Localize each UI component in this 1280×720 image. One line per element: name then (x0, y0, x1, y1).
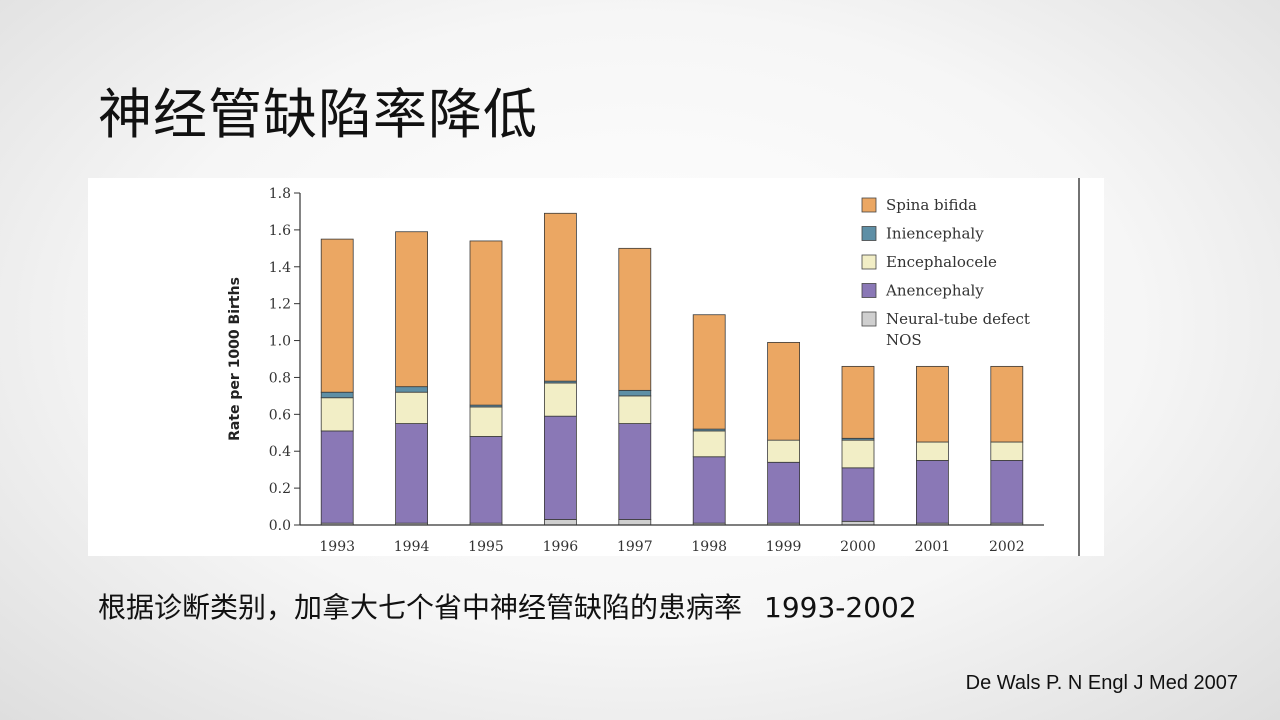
bar-segment-spina-bifida-1997 (618, 247, 652, 391)
legend-label: Spina bifida (886, 196, 977, 214)
y-tick-label: 0.4 (269, 444, 291, 460)
y-axis-label: Rate per 1000 Births (227, 277, 243, 441)
x-tick-label: 2002 (989, 539, 1025, 555)
legend-swatch (861, 311, 877, 327)
x-tick-label: 1998 (691, 539, 727, 555)
legend-label: Neural-tube defect (886, 310, 1030, 328)
y-tick-label: 0.2 (269, 481, 291, 497)
x-tick-label: 1997 (617, 539, 653, 555)
legend-label: Iniencephaly (886, 225, 984, 243)
bar-segment-encephalocele-1998 (692, 430, 726, 458)
x-tick-label: 1994 (394, 539, 430, 555)
y-tick-label: 1.0 (269, 334, 291, 350)
caption-years: 1993-2002 (764, 591, 917, 624)
citation: De Wals P. N Engl J Med 2007 (965, 672, 1238, 694)
bar-segment-encephalocele-1999 (767, 439, 800, 463)
chart-caption: 根据诊断类别，加拿大七个省中神经管缺陷的患病率 1993-2002 (98, 586, 917, 626)
stacked-bar-chart: 0.0 0.2 0.4 0.6 0.8 1.0 1.2 1.4 1.6 1.8 Rate per 1… (227, 178, 1080, 556)
legend-label: Anencephaly (885, 282, 984, 300)
bar-segment-anencephaly-1999 (767, 461, 800, 524)
bar-segment-anencephaly-2001 (916, 460, 949, 524)
bar-segment-spina-bifida-2000 (841, 365, 875, 439)
y-tick-label: 1.6 (269, 223, 291, 239)
y-tick-label: 1.2 (269, 297, 291, 313)
y-tick-label: 0.0 (269, 518, 291, 534)
bar-segment-iniencephaly-1997 (618, 389, 652, 397)
x-tick-label: 2001 (915, 539, 951, 555)
y-tick-label: 0.6 (269, 407, 291, 423)
bar-segment-spina-bifida-1998 (692, 314, 726, 430)
bar-segment-anencephaly-2002 (990, 460, 1024, 524)
y-tick-label: 1.8 (269, 186, 291, 202)
x-tick-label: 1999 (766, 539, 802, 555)
bar-segment-anencephaly-1995 (469, 436, 503, 524)
bar-segment-encephalocele-2002 (990, 441, 1024, 461)
legend-swatch (861, 254, 877, 270)
x-tick-label: 1995 (468, 539, 504, 555)
bar-segment-anencephaly-1993 (320, 430, 354, 524)
bar-segment-anencephaly-1994 (395, 423, 429, 524)
bar-segment-encephalocele-1997 (618, 395, 652, 424)
bar-segment-spina-bifida-1994 (395, 231, 429, 388)
bar-segment-spina-bifida-1993 (320, 238, 354, 393)
bar-segment-anencephaly-1996 (543, 415, 577, 520)
legend-swatch (861, 283, 877, 298)
bar-segment-encephalocele-1995 (469, 406, 503, 437)
bar-segment-encephalocele-2000 (841, 439, 875, 469)
bar-segment-encephalocele-1993 (320, 397, 354, 432)
legend-swatch (861, 197, 877, 213)
bar-segment-spina-bifida-1999 (767, 341, 800, 441)
bar-segment-encephalocele-1994 (395, 391, 429, 424)
chart-panel: 0.0 0.2 0.4 0.6 0.8 1.0 1.2 1.4 1.6 1.8 Rate per 1… (88, 178, 1104, 556)
bar-segment-iniencephaly-1994 (395, 386, 429, 393)
caption-text: 根据诊断类别，加拿大七个省中神经管缺陷的患病率 (98, 591, 743, 624)
bar-segment-neural-tube-defect-nos-1997 (618, 519, 652, 526)
bar-segment-spina-bifida-2001 (916, 365, 949, 443)
y-tick-label: 1.4 (269, 260, 291, 276)
bar-segment-anencephaly-1998 (692, 456, 726, 524)
bar-segment-spina-bifida-1995 (469, 240, 503, 406)
slide-title: 神经管缺陷率降低 (98, 83, 538, 146)
bar-segment-neural-tube-defect-nos-1996 (543, 519, 577, 526)
bar-segment-spina-bifida-2002 (990, 365, 1024, 443)
x-tick-label: 1996 (543, 539, 579, 555)
bar-segment-encephalocele-1996 (543, 382, 577, 417)
bar-segment-spina-bifida-1996 (543, 212, 577, 382)
x-tick-label: 2000 (840, 539, 876, 555)
y-tick-label: 0.8 (269, 370, 291, 386)
bar-segment-anencephaly-2000 (841, 467, 875, 522)
legend-label: NOS (886, 331, 922, 349)
bar-segment-iniencephaly-1993 (320, 391, 354, 399)
legend-swatch (861, 226, 877, 241)
legend-label: Encephalocele (886, 253, 997, 271)
bar-segment-encephalocele-2001 (916, 441, 949, 461)
x-tick-label: 1993 (319, 539, 355, 555)
bar-segment-anencephaly-1997 (618, 423, 652, 520)
